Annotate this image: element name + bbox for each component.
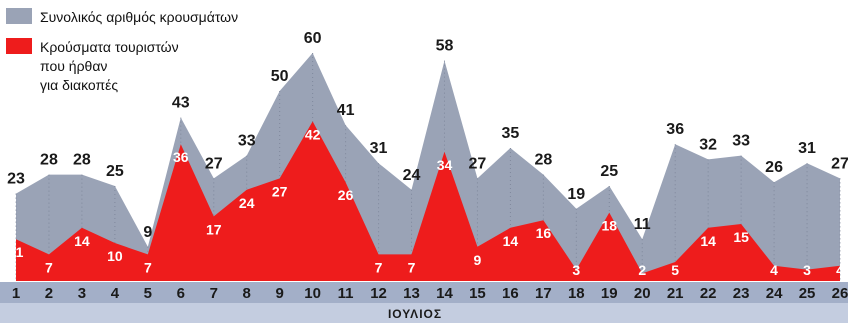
total-value-label: 28 — [40, 152, 58, 169]
total-value-label: 41 — [337, 102, 355, 119]
tourist-value-label: 7 — [45, 259, 53, 275]
plot-area — [15, 53, 841, 282]
series-tourist-area — [16, 121, 840, 282]
total-value-label: 26 — [765, 159, 783, 176]
legend-label-tourist-line2: που ήρθαν — [40, 58, 107, 74]
tourist-value-label: 2 — [638, 262, 646, 278]
total-value-label: 31 — [370, 140, 388, 157]
total-value-label: 9 — [143, 224, 152, 241]
x-tick-label: 21 — [667, 285, 684, 302]
total-value-label: 60 — [304, 30, 322, 47]
month-band — [0, 303, 848, 323]
total-value-label: 28 — [534, 152, 552, 169]
x-tick-label: 2 — [45, 285, 53, 302]
tourist-value-label: 4 — [770, 262, 778, 278]
total-value-label: 28 — [73, 152, 91, 169]
tourist-value-label: 24 — [239, 195, 255, 211]
tourist-value-label: 14 — [700, 233, 716, 249]
x-tick-label: 15 — [469, 285, 486, 302]
total-value-label: 23 — [7, 171, 25, 188]
tourist-value-label: 3 — [572, 262, 580, 278]
tourist-value-label: 36 — [173, 149, 189, 165]
legend-swatch-tourist — [6, 38, 32, 54]
tourist-value-label: 18 — [601, 218, 617, 234]
total-value-label: 27 — [469, 155, 487, 172]
x-tick-label: 13 — [403, 285, 420, 302]
total-value-label: 32 — [699, 136, 717, 153]
total-value-label: 58 — [436, 38, 454, 55]
total-value-label: 35 — [502, 125, 520, 142]
legend-label-tourist-line3: για διακοπές — [40, 77, 118, 93]
x-tick-label: 26 — [832, 285, 848, 302]
legend-label-tourist-line1: Κρούσματα τουριστών — [40, 39, 179, 55]
x-tick-label: 7 — [210, 285, 218, 302]
x-tick-label: 5 — [144, 285, 152, 302]
x-tick-label: 6 — [177, 285, 185, 302]
tourist-value-label: 5 — [671, 262, 679, 278]
tourist-value-label: 4 — [836, 262, 844, 278]
tourist-value-label: 9 — [474, 252, 482, 268]
tourist-value-label: 14 — [74, 233, 90, 249]
total-value-label: 50 — [271, 68, 289, 85]
x-tick-label: 19 — [601, 285, 618, 302]
x-tick-label: 20 — [634, 285, 651, 302]
tourist-value-label: 7 — [375, 259, 383, 275]
total-value-label: 11 — [634, 216, 651, 233]
x-tick-label: 16 — [502, 285, 519, 302]
tourist-value-label: 42 — [305, 126, 321, 142]
x-tick-label: 24 — [766, 285, 783, 302]
tourist-value-label: 7 — [144, 259, 152, 275]
total-value-label: 19 — [567, 186, 585, 203]
x-tick-label: 10 — [304, 285, 321, 302]
tourist-value-label: 27 — [272, 183, 288, 199]
legend-label-total: Συνολικός αριθμός κρουσμάτων — [40, 9, 238, 25]
x-axis-ticks: 1 2 3 4 5 6 7 8 9 10 11 12 13 14 15 16 17 18 19 20 21 22 23 24 2… — [12, 285, 848, 302]
tourist-value-label: 7 — [408, 259, 416, 275]
x-tick-label: 23 — [733, 285, 750, 302]
x-tick-label: 12 — [370, 285, 387, 302]
total-value-label: 25 — [600, 163, 618, 180]
day-axis-band — [0, 282, 848, 303]
legend: Συνολικός αριθμός κρουσμάτων Κρούσματα τ… — [6, 8, 238, 93]
total-value-label: 27 — [831, 155, 848, 172]
x-tick-label: 11 — [338, 285, 354, 302]
tourist-value-label: 15 — [733, 229, 749, 245]
x-tick-label: 25 — [799, 285, 816, 302]
tourist-value-label: 14 — [503, 233, 519, 249]
total-value-label: 33 — [238, 133, 256, 150]
legend-swatch-total — [6, 8, 32, 24]
total-value-label: 24 — [403, 167, 421, 184]
tourist-value-label: 11 — [9, 244, 24, 260]
x-tick-label: 9 — [276, 285, 284, 302]
total-value-label: 33 — [732, 133, 750, 150]
x-tick-label: 8 — [243, 285, 251, 302]
x-tick-label: 3 — [78, 285, 86, 302]
tourist-value-label: 26 — [338, 187, 354, 203]
total-value-label: 25 — [106, 163, 124, 180]
tourist-value-label: 17 — [206, 221, 222, 237]
total-value-label: 43 — [172, 95, 190, 112]
total-value-label: 36 — [666, 121, 684, 138]
tourist-value-label: 10 — [107, 248, 123, 264]
tourist-value-label: 3 — [803, 262, 811, 278]
x-tick-label: 1 — [12, 285, 20, 302]
total-value-label: 27 — [205, 155, 223, 172]
x-tick-label: 22 — [700, 285, 717, 302]
tourist-value-label: 34 — [437, 157, 453, 173]
month-label: ΙΟΥΛΙΟΣ — [388, 307, 442, 321]
x-tick-label: 4 — [111, 285, 120, 302]
x-tick-label: 18 — [568, 285, 585, 302]
x-tick-label: 14 — [436, 285, 453, 302]
total-value-label: 31 — [798, 140, 816, 157]
tourist-value-label: 16 — [536, 225, 552, 241]
x-tick-label: 17 — [535, 285, 552, 302]
